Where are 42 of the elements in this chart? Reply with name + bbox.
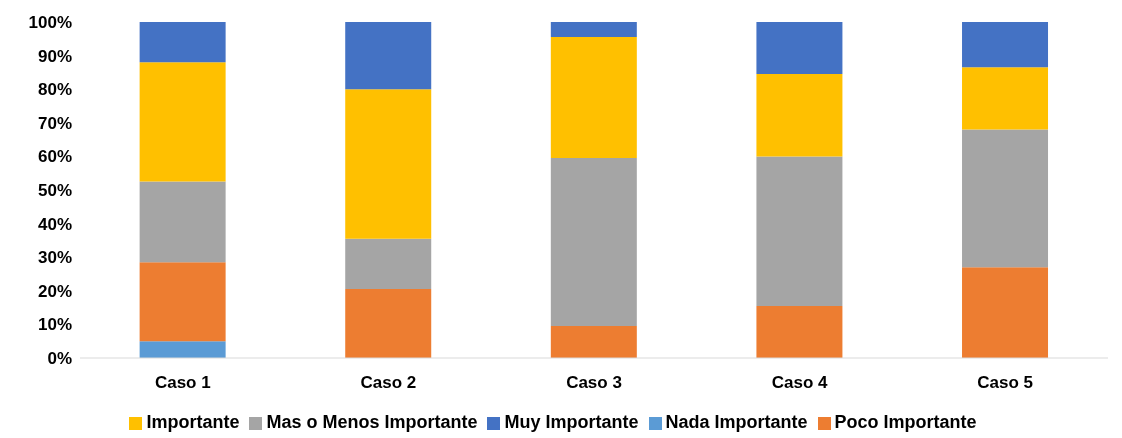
y-tick-label: 70% [37, 113, 72, 133]
bar [139, 181, 226, 263]
bar [550, 326, 637, 358]
bar [139, 262, 226, 342]
bar [756, 305, 843, 358]
y-tick-label: 80% [37, 80, 72, 100]
bar [962, 267, 1049, 358]
legend-label: Muy Importante [504, 412, 639, 432]
y-tick-label: 100% [28, 13, 72, 33]
bar [756, 22, 843, 75]
bar [962, 67, 1049, 130]
bar [345, 238, 432, 290]
x-tick-label: Caso 3 [566, 373, 622, 393]
legend-label: Importante [146, 412, 240, 432]
bar [139, 22, 226, 63]
bar [550, 37, 637, 159]
bar [345, 22, 432, 90]
bar [345, 89, 432, 239]
y-tick-label: 90% [37, 46, 72, 66]
bar [550, 22, 637, 38]
bar [139, 62, 226, 182]
bar [756, 156, 843, 306]
bar [139, 341, 226, 358]
bar [756, 74, 843, 157]
bar [962, 22, 1049, 68]
legend-label: Mas o Menos Importante [266, 412, 478, 432]
y-tick-label: 30% [37, 248, 72, 268]
bar [962, 129, 1049, 268]
y-tick-label: 20% [37, 281, 72, 301]
y-tick-label: 50% [37, 181, 72, 201]
y-tick-label: 10% [37, 315, 72, 335]
legend-label: Nada Importante [665, 412, 808, 432]
bar [550, 158, 637, 327]
x-tick-label: Caso 4 [771, 373, 829, 393]
x-tick-label: Caso 5 [977, 373, 1034, 393]
y-tick-label: 60% [37, 147, 72, 167]
x-tick-label: Caso 1 [154, 373, 211, 393]
bar [345, 289, 432, 358]
y-tick-label: 40% [37, 214, 72, 234]
legend-label: Poco Importante [834, 412, 977, 432]
x-tick-label: Caso 2 [360, 373, 417, 393]
y-tick-label: 0% [47, 349, 72, 369]
